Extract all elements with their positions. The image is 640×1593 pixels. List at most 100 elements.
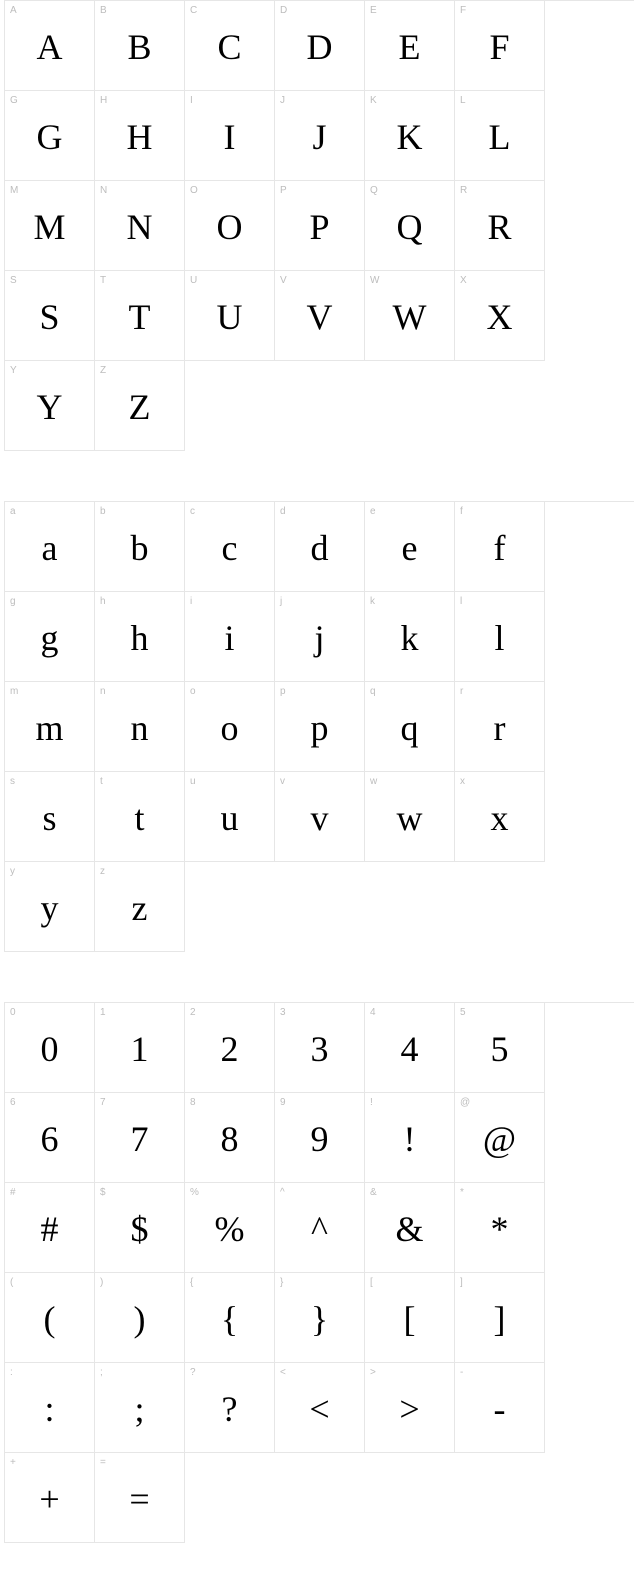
glyph-cell-glyph: E bbox=[399, 27, 421, 65]
glyph-cell: :: bbox=[5, 1363, 95, 1453]
glyph-cell: UU bbox=[185, 271, 275, 361]
glyph-cell-label: v bbox=[280, 776, 285, 787]
glyph-cell: YY bbox=[5, 361, 95, 451]
glyph-cell-label: l bbox=[460, 596, 462, 607]
glyph-cell-label: O bbox=[190, 185, 198, 196]
glyph-cell: vv bbox=[275, 772, 365, 862]
glyph-cell: !! bbox=[365, 1093, 455, 1183]
glyph-cell-label: V bbox=[280, 275, 287, 286]
glyph-cell-glyph: + bbox=[39, 1479, 59, 1517]
glyph-cell-glyph: m bbox=[35, 708, 63, 746]
glyph-cell-label: Q bbox=[370, 185, 378, 196]
glyph-cell: }} bbox=[275, 1273, 365, 1363]
glyph-cell: MM bbox=[5, 181, 95, 271]
glyph-cell-glyph: & bbox=[395, 1209, 423, 1247]
glyph-cell-glyph: [ bbox=[404, 1299, 416, 1337]
glyph-cell-glyph: Z bbox=[129, 387, 151, 425]
glyph-cell-label: c bbox=[190, 506, 195, 517]
glyph-cell: rr bbox=[455, 682, 545, 772]
glyph-cell: CC bbox=[185, 1, 275, 91]
glyph-cell-glyph: q bbox=[401, 708, 419, 746]
glyph-cell-label: e bbox=[370, 506, 376, 517]
glyph-cell-label: 7 bbox=[100, 1097, 106, 1108]
glyph-cell-glyph: 4 bbox=[401, 1029, 419, 1067]
glyph-cell: $$ bbox=[95, 1183, 185, 1273]
glyph-cell: ll bbox=[455, 592, 545, 682]
glyph-section-numbers-symbols: 00112233445566778899!!@@##$$%%^^&&**(())… bbox=[0, 1002, 640, 1543]
glyph-cell: -- bbox=[455, 1363, 545, 1453]
glyph-cell-label: * bbox=[460, 1187, 464, 1198]
glyph-cell-glyph: 6 bbox=[41, 1119, 59, 1157]
glyph-cell-label: f bbox=[460, 506, 463, 517]
glyph-cell: ;; bbox=[95, 1363, 185, 1453]
glyph-cell-glyph: c bbox=[222, 528, 238, 566]
glyph-cell-glyph: s bbox=[42, 798, 56, 836]
glyph-cell: XX bbox=[455, 271, 545, 361]
glyph-cell-label: @ bbox=[460, 1097, 470, 1108]
glyph-cell: %% bbox=[185, 1183, 275, 1273]
glyph-cell-label: = bbox=[100, 1457, 106, 1468]
glyph-cell: ss bbox=[5, 772, 95, 862]
glyph-cell-glyph: 0 bbox=[41, 1029, 59, 1067]
glyph-cell: == bbox=[95, 1453, 185, 1543]
glyph-cell: QQ bbox=[365, 181, 455, 271]
glyph-cell-glyph: O bbox=[217, 207, 243, 245]
glyph-cell-glyph: C bbox=[217, 27, 241, 65]
glyph-cell-label: U bbox=[190, 275, 197, 286]
glyph-cell-glyph: ; bbox=[134, 1389, 144, 1427]
glyph-cell: AA bbox=[5, 1, 95, 91]
glyph-cell: bb bbox=[95, 502, 185, 592]
glyph-cell: 88 bbox=[185, 1093, 275, 1183]
glyph-cell-label: > bbox=[370, 1367, 376, 1378]
glyph-cell: (( bbox=[5, 1273, 95, 1363]
glyph-cell-glyph: Y bbox=[37, 387, 63, 425]
glyph-cell: >> bbox=[365, 1363, 455, 1453]
glyph-cell-label: o bbox=[190, 686, 196, 697]
glyph-cell-glyph: 9 bbox=[311, 1119, 329, 1157]
glyph-cell-glyph: f bbox=[494, 528, 506, 566]
glyph-cell-label: G bbox=[10, 95, 18, 106]
glyph-cell-glyph: $ bbox=[131, 1209, 149, 1247]
glyph-cell-label: B bbox=[100, 5, 107, 16]
glyph-cell-label: ^ bbox=[280, 1187, 285, 1198]
glyph-cell-label: & bbox=[370, 1187, 377, 1198]
glyph-cell: zz bbox=[95, 862, 185, 952]
glyph-cell: pp bbox=[275, 682, 365, 772]
glyph-cell-glyph: S bbox=[39, 297, 59, 335]
glyph-cell-label: h bbox=[100, 596, 106, 607]
glyph-cell-glyph: V bbox=[307, 297, 333, 335]
glyph-cell: KK bbox=[365, 91, 455, 181]
glyph-cell: 55 bbox=[455, 1003, 545, 1093]
glyph-cell: qq bbox=[365, 682, 455, 772]
glyph-cell-glyph: e bbox=[402, 528, 418, 566]
glyph-cell-label: b bbox=[100, 506, 106, 517]
glyph-cell: tt bbox=[95, 772, 185, 862]
glyph-cell-label: s bbox=[10, 776, 15, 787]
glyph-cell: ?? bbox=[185, 1363, 275, 1453]
glyph-cell: FF bbox=[455, 1, 545, 91]
glyph-cell: OO bbox=[185, 181, 275, 271]
glyph-cell: LL bbox=[455, 91, 545, 181]
glyph-cell-label: m bbox=[10, 686, 18, 697]
glyph-cell-glyph: j bbox=[314, 618, 324, 656]
glyph-cell: ^^ bbox=[275, 1183, 365, 1273]
glyph-cell-glyph: % bbox=[215, 1209, 245, 1247]
glyph-cell: ## bbox=[5, 1183, 95, 1273]
glyph-cell-label: S bbox=[10, 275, 17, 286]
glyph-cell-label: n bbox=[100, 686, 106, 697]
glyph-cell-label: 1 bbox=[100, 1007, 106, 1018]
glyph-cell-glyph: W bbox=[393, 297, 427, 335]
glyph-cell-glyph: y bbox=[41, 888, 59, 926]
glyph-cell-glyph: k bbox=[401, 618, 419, 656]
glyph-cell: RR bbox=[455, 181, 545, 271]
glyph-cell-label: W bbox=[370, 275, 379, 286]
glyph-cell: dd bbox=[275, 502, 365, 592]
glyph-cell: ii bbox=[185, 592, 275, 682]
glyph-cell-glyph: u bbox=[221, 798, 239, 836]
glyph-cell-glyph: B bbox=[127, 27, 151, 65]
glyph-cell-label: [ bbox=[370, 1277, 373, 1288]
glyph-cell-label: - bbox=[460, 1367, 463, 1378]
glyph-cell-label: 6 bbox=[10, 1097, 16, 1108]
glyph-cell: gg bbox=[5, 592, 95, 682]
glyph-cell: ]] bbox=[455, 1273, 545, 1363]
